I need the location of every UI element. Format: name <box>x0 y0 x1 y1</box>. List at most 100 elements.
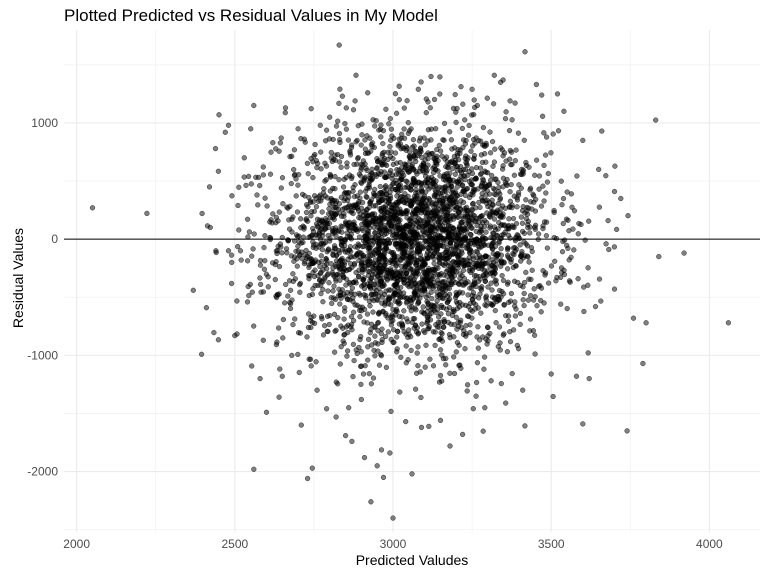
data-point <box>457 362 463 368</box>
data-point <box>405 238 412 245</box>
data-point <box>144 210 150 217</box>
data-point <box>301 136 308 142</box>
data-point <box>490 259 497 266</box>
data-point <box>483 229 489 235</box>
data-point <box>484 197 490 204</box>
data-point <box>490 240 496 246</box>
data-point <box>570 226 576 232</box>
data-point <box>478 287 485 293</box>
data-point <box>245 173 252 180</box>
data-point <box>377 276 383 282</box>
data-point <box>382 302 388 308</box>
data-point <box>290 321 296 328</box>
data-point <box>527 187 533 193</box>
data-point <box>480 272 487 278</box>
data-point <box>459 431 466 438</box>
data-point <box>495 343 501 350</box>
data-point <box>493 176 499 182</box>
data-point <box>500 175 507 181</box>
data-point <box>272 276 278 283</box>
data-point <box>337 361 343 367</box>
data-point <box>410 137 417 143</box>
data-point <box>483 294 489 301</box>
data-point <box>407 265 413 272</box>
data-point <box>327 312 333 319</box>
data-point <box>378 122 384 128</box>
data-point <box>444 193 450 200</box>
data-point <box>630 315 637 321</box>
data-point <box>482 278 489 284</box>
data-point <box>495 200 501 207</box>
data-point <box>273 220 279 226</box>
data-point <box>311 242 317 248</box>
data-point <box>422 270 428 276</box>
data-point <box>518 253 524 259</box>
data-point <box>410 316 416 322</box>
data-point <box>500 277 507 284</box>
data-point <box>522 210 528 216</box>
data-point <box>364 206 370 213</box>
data-point <box>507 235 513 241</box>
data-point <box>346 190 352 196</box>
data-point <box>398 233 404 240</box>
data-point <box>326 280 332 286</box>
data-point <box>429 276 435 282</box>
data-point <box>404 98 410 104</box>
data-point <box>431 181 437 187</box>
data-point <box>362 175 368 182</box>
data-point <box>473 135 479 141</box>
data-point <box>483 140 489 147</box>
data-point <box>550 131 556 137</box>
data-point <box>403 178 409 184</box>
data-point <box>517 282 524 289</box>
data-point <box>365 90 371 96</box>
data-point <box>454 326 460 332</box>
data-point <box>395 254 401 260</box>
data-point <box>341 176 347 182</box>
data-point <box>507 189 513 195</box>
data-point <box>586 375 592 382</box>
data-point <box>363 193 369 200</box>
data-point <box>499 272 505 279</box>
data-point <box>431 260 437 267</box>
data-point <box>526 259 532 265</box>
data-point <box>492 307 498 314</box>
data-point <box>571 208 578 214</box>
data-point <box>379 326 385 332</box>
data-point <box>423 222 429 228</box>
data-point <box>503 158 509 164</box>
data-point <box>476 199 482 206</box>
y-tick-label: -2000 <box>27 465 58 479</box>
data-point <box>472 186 478 193</box>
data-point <box>350 107 357 113</box>
data-point <box>284 204 290 210</box>
data-point <box>438 302 444 309</box>
x-tick-label: 2000 <box>63 537 90 551</box>
data-point <box>441 137 447 143</box>
data-point <box>525 297 532 303</box>
data-point <box>276 263 283 270</box>
data-point <box>294 209 301 215</box>
data-point <box>379 153 385 159</box>
data-point <box>411 152 417 158</box>
data-point <box>553 235 560 242</box>
data-point <box>294 263 300 269</box>
data-point <box>459 290 466 296</box>
data-point <box>297 216 304 222</box>
data-point <box>390 515 396 521</box>
data-point <box>366 298 373 305</box>
data-point <box>423 110 429 116</box>
data-point <box>355 205 361 212</box>
data-point <box>423 169 429 175</box>
data-point <box>375 267 381 273</box>
data-point <box>439 185 446 191</box>
data-point <box>309 233 315 239</box>
data-point <box>358 396 365 403</box>
data-point <box>89 205 96 211</box>
data-point <box>450 266 456 272</box>
data-point <box>361 454 368 461</box>
data-point <box>449 312 456 319</box>
data-point <box>394 346 400 352</box>
data-point <box>380 140 386 147</box>
data-point <box>388 126 395 132</box>
